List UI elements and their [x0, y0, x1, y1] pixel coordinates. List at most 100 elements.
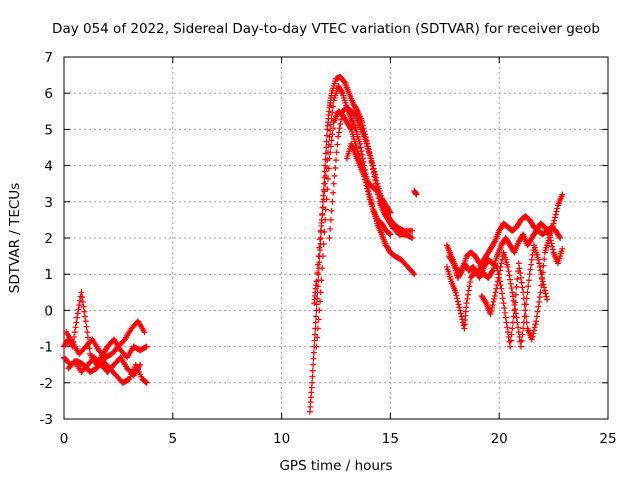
data-point	[504, 324, 511, 331]
data-point	[410, 269, 417, 276]
data-point	[532, 321, 539, 328]
data-point	[371, 168, 378, 175]
data-point	[363, 182, 370, 189]
x-tick-label: 20	[491, 431, 508, 447]
data-point	[553, 208, 560, 215]
x-tick-label: 10	[273, 431, 290, 447]
data-point	[120, 337, 127, 344]
data-point	[538, 271, 545, 278]
data-point	[84, 329, 91, 336]
data-point	[467, 279, 474, 286]
data-point	[506, 272, 513, 279]
data-point	[316, 307, 323, 314]
data-point	[387, 209, 394, 216]
data-point	[359, 151, 366, 158]
data-point	[327, 216, 334, 223]
data-point	[321, 228, 328, 235]
data-point	[498, 260, 505, 267]
data-point	[544, 296, 551, 303]
data-point	[328, 207, 335, 214]
data-point	[497, 263, 504, 270]
data-point	[318, 219, 325, 226]
data-point	[313, 343, 320, 350]
data-point	[495, 274, 502, 281]
data-point	[319, 212, 326, 219]
data-point	[71, 329, 78, 336]
data-point	[512, 306, 519, 313]
data-point	[323, 138, 330, 145]
data-point	[143, 343, 150, 350]
y-tick-label: -3	[40, 412, 53, 428]
data-point	[84, 334, 91, 341]
data-point	[325, 175, 332, 182]
data-point	[458, 268, 465, 275]
data-point	[74, 314, 81, 321]
data-point	[317, 235, 324, 241]
data-point	[310, 361, 317, 368]
data-point	[329, 131, 336, 138]
data-point	[527, 266, 534, 273]
data-point	[449, 259, 456, 266]
data-point	[504, 329, 511, 336]
data-point	[333, 149, 340, 156]
data-point	[509, 293, 516, 300]
data-point	[321, 168, 328, 175]
data-point	[71, 333, 78, 340]
data-point	[326, 235, 333, 241]
data-point	[457, 310, 464, 317]
data-point	[73, 319, 80, 326]
data-point	[511, 301, 518, 308]
data-point	[491, 295, 498, 302]
data-point	[525, 277, 532, 284]
data-point	[529, 333, 536, 340]
data-point	[357, 144, 364, 151]
data-point	[336, 125, 343, 132]
data-point	[81, 308, 88, 315]
data-point	[508, 285, 515, 292]
data-point	[507, 276, 514, 283]
data-point	[556, 233, 563, 240]
data-point	[314, 261, 321, 268]
data-point	[317, 298, 324, 305]
data-point	[362, 176, 369, 183]
data-point	[79, 294, 86, 301]
y-tick-labels: -3 -2 -1 0 1 2 3 4 5 6 7	[40, 50, 53, 428]
data-point	[370, 165, 377, 172]
data-point	[409, 227, 416, 234]
data-point	[465, 287, 472, 294]
data-point	[528, 261, 535, 268]
data-point	[310, 349, 317, 356]
data-point	[547, 237, 554, 244]
data-point	[536, 260, 543, 267]
y-axis-label: SDTVAR / TECUs	[7, 183, 23, 293]
data-point	[325, 165, 332, 172]
data-point	[315, 316, 322, 323]
data-point	[78, 289, 85, 296]
data-point	[535, 303, 542, 310]
data-point	[455, 301, 462, 308]
data-point	[347, 125, 354, 132]
data-point	[539, 278, 546, 285]
data-point	[549, 246, 556, 253]
data-point	[507, 337, 514, 344]
data-point	[83, 323, 90, 330]
data-point	[500, 300, 507, 307]
data-point	[533, 318, 540, 325]
data-point	[514, 276, 521, 283]
data-point	[523, 301, 530, 308]
data-point	[457, 307, 464, 314]
data-point	[82, 318, 89, 325]
data-point	[317, 227, 324, 234]
data-point	[320, 241, 327, 248]
data-point	[76, 297, 83, 304]
data-point	[519, 284, 526, 291]
data-point	[319, 253, 326, 260]
data-point	[510, 313, 517, 320]
data-point	[322, 216, 329, 223]
data-point	[313, 278, 320, 285]
data-point	[533, 313, 540, 320]
data-point	[413, 191, 420, 198]
data-point	[510, 297, 517, 304]
data-point	[511, 307, 518, 314]
data-point	[333, 157, 339, 164]
